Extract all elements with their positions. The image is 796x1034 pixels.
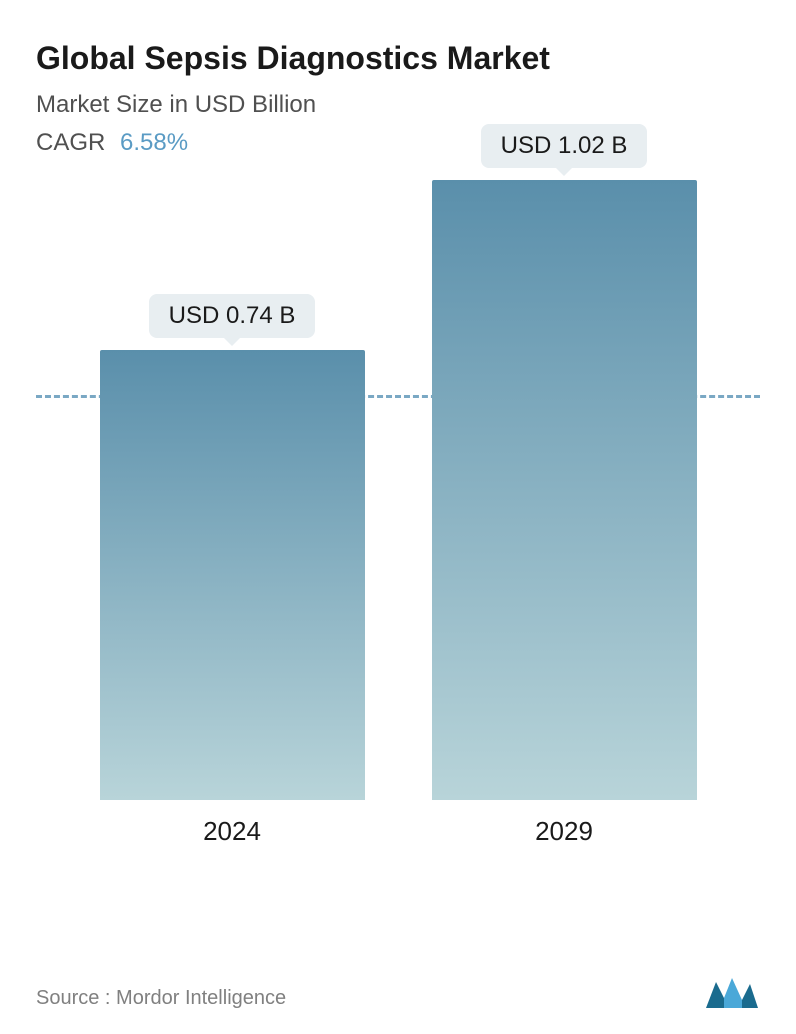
bar-value-label-1: USD 1.02 B bbox=[481, 124, 648, 168]
bar-category-1: 2029 bbox=[535, 816, 593, 847]
logo-icon bbox=[704, 970, 760, 1010]
chart-title: Global Sepsis Diagnostics Market bbox=[36, 40, 760, 77]
source-text: Source : Mordor Intelligence bbox=[36, 987, 286, 1010]
cagr-label: CAGR bbox=[36, 129, 105, 156]
bar-category-0: 2024 bbox=[203, 816, 261, 847]
chart-subtitle: Market Size in USD Billion bbox=[36, 91, 760, 119]
footer: Source : Mordor Intelligence bbox=[36, 970, 760, 1010]
chart-area: USD 0.74 B 2024 USD 1.02 B 2029 bbox=[36, 207, 760, 907]
cagr-value: 6.58% bbox=[120, 129, 188, 156]
bar-value-label-0: USD 0.74 B bbox=[149, 294, 316, 338]
bar-1 bbox=[432, 180, 697, 800]
bar-group-0: USD 0.74 B 2024 bbox=[92, 294, 372, 847]
bar-0 bbox=[100, 350, 365, 800]
bars-container: USD 0.74 B 2024 USD 1.02 B 2029 bbox=[36, 207, 760, 847]
bar-group-1: USD 1.02 B 2029 bbox=[424, 124, 704, 847]
